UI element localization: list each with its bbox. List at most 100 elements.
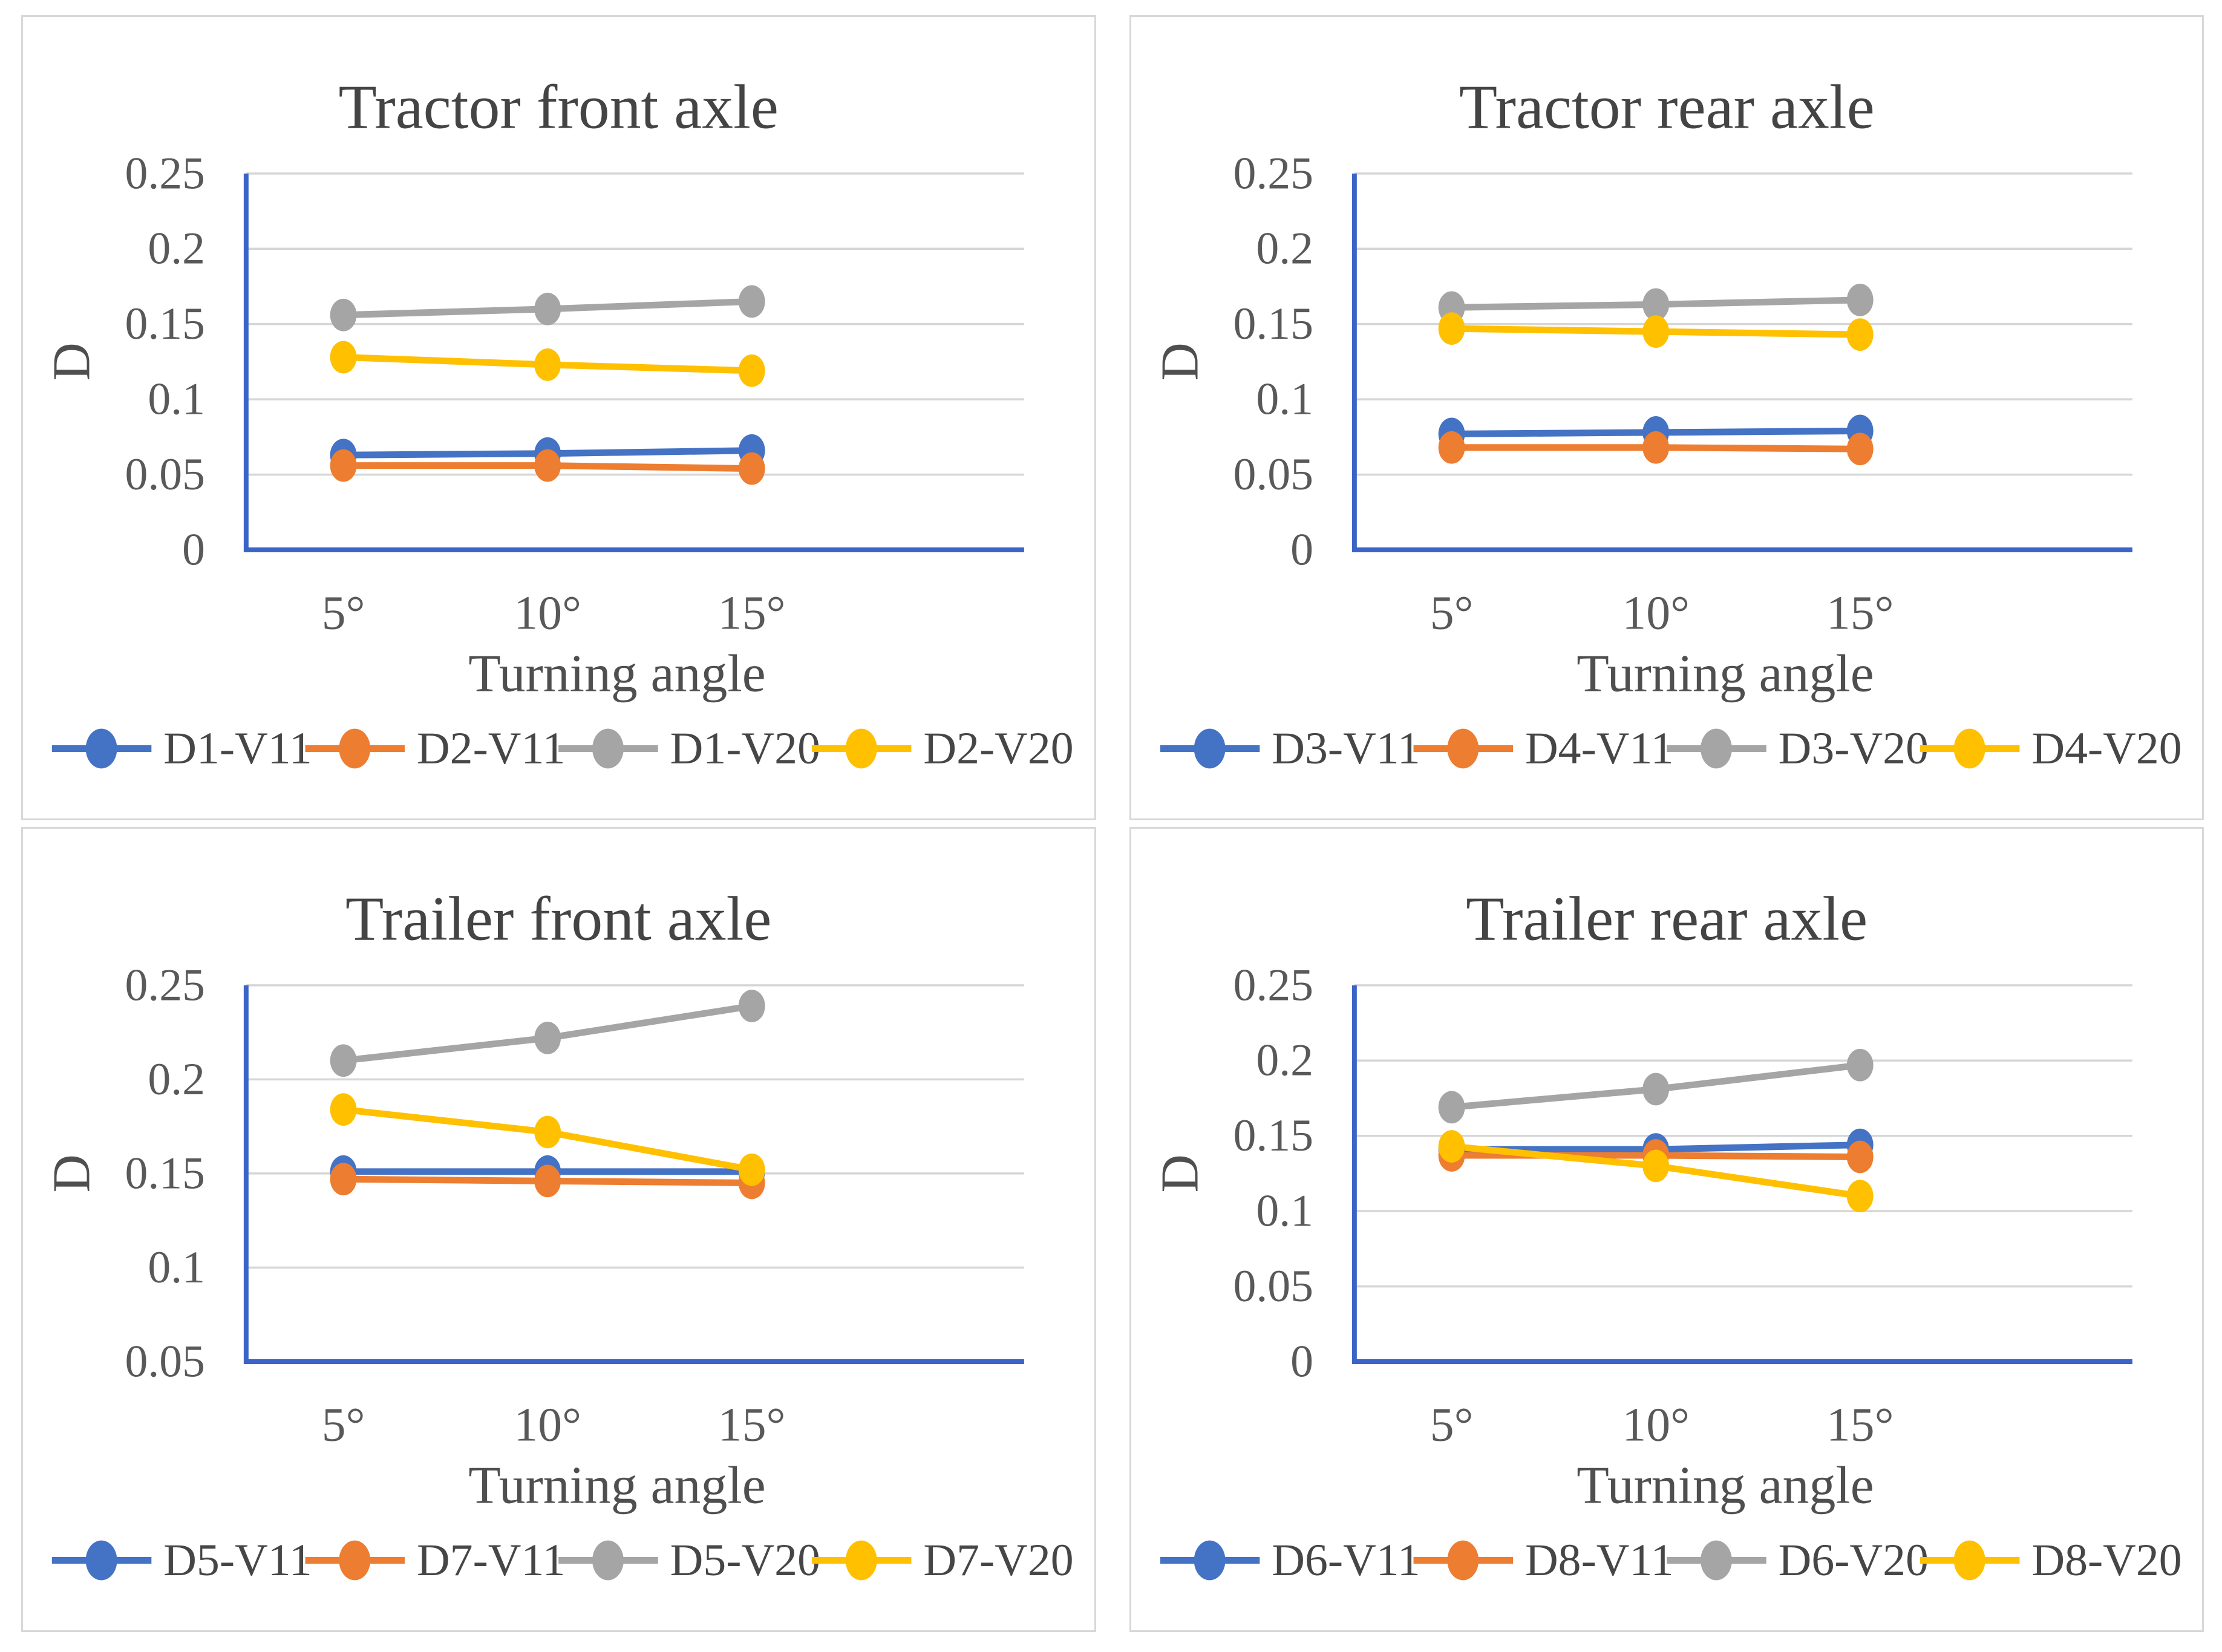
data-point-marker-D6-V20 [1642, 1072, 1669, 1106]
chart-title: Trailer rear axle [1466, 884, 1867, 953]
legend-marker-icon [1700, 728, 1732, 769]
y-axis-tick-label: 0.2 [1256, 224, 1313, 274]
chart-panel-tractor-front-axle: 0 0.05 0.1 0.15 0.2 0.25 D 5° 10° 15° Turning angl… [21, 15, 1096, 820]
legend-item: D3-V11 [1160, 723, 1420, 774]
x-axis-tick-label: 15° [1826, 587, 1894, 640]
y-axis-tick-label: 0 [182, 525, 205, 575]
data-point-marker-D4-V11 [1642, 431, 1669, 464]
x-axis-tick-label: 10° [514, 1399, 581, 1452]
data-point-marker-D8-V11 [1846, 1140, 1874, 1174]
y-axis-title: D [42, 1154, 100, 1192]
data-point-marker-D6-V20 [1846, 1048, 1874, 1082]
legend-item: D8-V11 [1413, 1535, 1673, 1585]
chart-panel-trailer-rear-axle: 0 0.05 0.1 0.15 0.2 0.25 D 5° 10° 15° Turning angl… [1129, 827, 2204, 1632]
legend-marker-icon [85, 1540, 117, 1581]
data-point-marker-D6-V20 [1438, 1091, 1465, 1124]
data-point-marker-D7-V20 [534, 1115, 561, 1149]
legend-item: D2-V20 [811, 723, 1074, 774]
data-point-marker-D2-V11 [330, 449, 357, 482]
legend-item: D6-V11 [1160, 1535, 1420, 1585]
x-axis-title: Turning angle [468, 644, 765, 703]
legend-label: D4-V20 [2031, 723, 2181, 774]
y-axis-tick-label: 0 [1290, 1337, 1313, 1387]
data-point-marker-D1-V20 [330, 298, 357, 331]
y-axis-title: D [1150, 342, 1209, 380]
y-axis-tick-label: 0.25 [1233, 960, 1313, 1010]
axis-line [243, 173, 1024, 552]
data-point-marker-D8-V20 [1438, 1130, 1465, 1163]
legend-label: D6-V20 [1778, 1535, 1928, 1585]
legend-item: D2-V11 [305, 723, 565, 774]
legend-label: D2-V20 [923, 723, 1073, 774]
legend-marker-icon [1194, 728, 1226, 769]
data-point-marker-D7-V20 [738, 1153, 765, 1186]
legend-label: D5-V11 [163, 1535, 312, 1585]
y-axis-tick-label: 0.05 [1233, 1261, 1313, 1311]
data-point-marker-D1-V20 [534, 292, 561, 325]
legend-marker-icon [339, 1540, 371, 1581]
legend-item: D4-V20 [1920, 723, 2181, 774]
data-point-marker-D8-V20 [1642, 1149, 1669, 1183]
x-axis-title: Turning angle [468, 1456, 765, 1515]
data-point-marker-D2-V11 [738, 452, 765, 485]
y-axis-tick-label: 0.15 [1233, 1111, 1313, 1161]
x-axis-tick-label: 5° [322, 1399, 365, 1452]
legend-marker-icon [592, 728, 624, 769]
y-axis-tick-label: 0.05 [125, 1337, 205, 1387]
legend-item: D5-V11 [51, 1535, 312, 1585]
y-axis-tick-label: 0.05 [1233, 449, 1313, 500]
data-point-marker-D5-V20 [534, 1022, 561, 1054]
data-point-marker-D5-V20 [738, 990, 765, 1022]
y-axis-tick-label: 0.1 [148, 374, 205, 425]
legend-item: D7-V20 [811, 1535, 1074, 1585]
legend-marker-icon [1953, 1540, 1985, 1581]
y-axis-tick-label: 0.15 [125, 299, 205, 349]
y-axis-tick-label: 0.2 [1256, 1036, 1313, 1086]
x-axis-title: Turning angle [1577, 1456, 1874, 1515]
data-point-marker-D5-V20 [330, 1044, 357, 1077]
legend-label: D2-V11 [417, 723, 565, 774]
y-axis-tick-label: 0.25 [125, 960, 205, 1010]
chart-panel-trailer-front-axle: 0.05 0.1 0.15 0.2 0.25 D 5° 10° 15° Turning angle… [21, 827, 1096, 1632]
chart-tractor-rear-axle: 0 0.05 0.1 0.15 0.2 0.25 D 5° 10° 15°Turning angl… [1150, 73, 2181, 774]
y-axis-tick-label: 0 [1290, 525, 1313, 575]
y-axis-title: D [1150, 1154, 1209, 1192]
axis-line [1351, 985, 2132, 1364]
legend-label: D3-V11 [1272, 723, 1420, 774]
legend-marker-icon [1194, 1540, 1226, 1581]
legend-item: D1-V11 [51, 723, 312, 774]
data-point-marker-D4-V20 [1846, 318, 1874, 351]
y-axis-tick-label: 0.25 [1233, 148, 1313, 198]
data-point-marker-D4-V20 [1642, 315, 1669, 348]
y-axis-tick-label: 0.1 [148, 1242, 205, 1293]
legend-marker-icon [85, 728, 117, 769]
legend-item: D6-V20 [1666, 1535, 1928, 1585]
data-point-marker-D2-V20 [534, 348, 561, 381]
legend-label: D6-V11 [1272, 1535, 1420, 1585]
data-point-marker-D4-V11 [1438, 431, 1465, 464]
legend-marker-icon [1700, 1540, 1732, 1581]
legend-marker-icon [1446, 1540, 1479, 1581]
data-point-marker-D1-V20 [738, 285, 765, 318]
y-axis-tick-label: 0.1 [1256, 374, 1313, 425]
legend-item: D7-V11 [305, 1535, 565, 1585]
x-axis-tick-label: 10° [514, 587, 581, 640]
y-axis-tick-label: 0.2 [148, 1054, 205, 1105]
legend-label: D8-V20 [2031, 1535, 2181, 1585]
data-point-marker-D3-V20 [1846, 284, 1874, 316]
x-axis-tick-label: 5° [1430, 1399, 1473, 1452]
axis-line [1351, 173, 2132, 552]
data-point-marker-D2-V11 [534, 449, 561, 482]
chart-title: Tractor rear axle [1459, 73, 1874, 142]
data-point-marker-D7-V11 [330, 1163, 357, 1196]
chart-tractor-front-axle: 0 0.05 0.1 0.15 0.2 0.25 D 5° 10° 15°Turning angl… [42, 73, 1074, 774]
y-axis-title: D [42, 342, 100, 380]
chart-title: Trailer front axle [345, 884, 771, 953]
data-point-marker-D8-V20 [1846, 1180, 1874, 1213]
legend-label: D1-V20 [670, 723, 820, 774]
legend-label: D7-V11 [417, 1535, 565, 1585]
chart-panel-tractor-rear-axle: 0 0.05 0.1 0.15 0.2 0.25 D 5° 10° 15° Turning angl… [1129, 15, 2204, 820]
data-point-marker-D3-V20 [1642, 288, 1669, 321]
x-axis-tick-label: 15° [718, 587, 786, 640]
